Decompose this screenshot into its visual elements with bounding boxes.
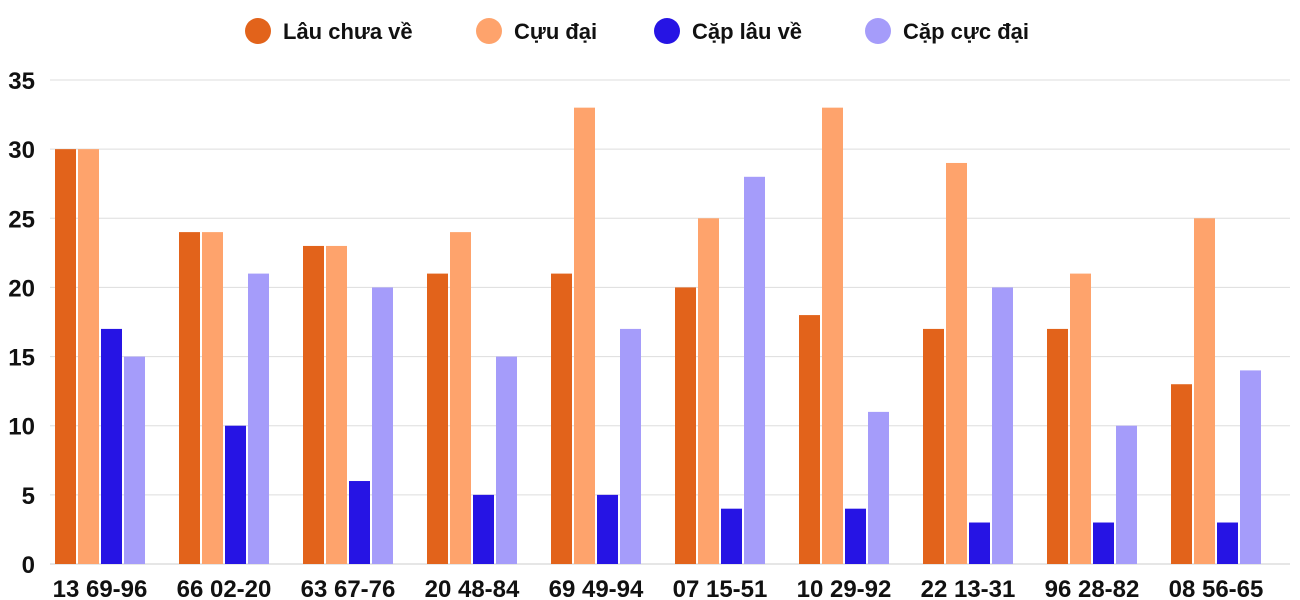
bar	[868, 411, 889, 564]
y-tick-label: 30	[8, 137, 35, 164]
y-tick-label: 0	[22, 552, 35, 579]
bar	[179, 232, 200, 564]
bar	[427, 273, 448, 564]
x-category-label: 20 48-84	[425, 576, 520, 600]
bar	[1047, 328, 1068, 564]
bar	[721, 508, 742, 564]
bar	[1194, 218, 1215, 565]
bar	[326, 245, 347, 564]
bar	[372, 287, 393, 564]
legend: Lâu chưa về Cựu đại Cặp lâu về Cặp cực đại	[245, 18, 1029, 44]
legend-entry: Cựu đại	[514, 19, 597, 44]
bar	[248, 273, 269, 564]
y-tick-label: 35	[8, 68, 35, 95]
bar	[744, 176, 765, 565]
bar	[55, 149, 76, 564]
bar	[992, 287, 1013, 564]
bar	[496, 356, 517, 564]
bar	[1070, 273, 1091, 564]
bar	[202, 232, 223, 564]
bar	[675, 287, 696, 564]
x-category-label: 08 56-65	[1169, 576, 1264, 600]
legend-entry: Cặp lâu về	[692, 19, 802, 44]
y-tick-label: 5	[22, 483, 35, 510]
legend-entry: Cặp cực đại	[903, 19, 1029, 44]
y-tick-label: 10	[8, 414, 35, 441]
bar	[349, 481, 370, 564]
legend-entry: Lâu chưa về	[283, 19, 413, 44]
legend-swatch	[865, 18, 891, 44]
bar	[303, 245, 324, 564]
bar	[78, 149, 99, 564]
legend-swatch	[476, 18, 502, 44]
x-category-label: 07 15-51	[673, 576, 768, 600]
bar	[1171, 384, 1192, 564]
y-tick-label: 15	[8, 345, 35, 372]
bars	[55, 107, 1261, 565]
bar	[1240, 370, 1261, 564]
bar	[597, 494, 618, 564]
x-category-label: 96 28-82	[1045, 576, 1140, 600]
bar	[473, 494, 494, 564]
legend-swatch	[245, 18, 271, 44]
x-category-label: 22 13-31	[921, 576, 1016, 600]
bar	[946, 162, 967, 564]
x-category-label: 10 29-92	[797, 576, 892, 600]
bar	[799, 315, 820, 564]
bar	[1116, 425, 1137, 564]
bar	[101, 328, 122, 564]
bar	[1217, 522, 1238, 564]
y-tick-label: 25	[8, 206, 35, 233]
legend-swatch	[654, 18, 680, 44]
bar	[698, 218, 719, 565]
y-axis-ticks: 0 5 10 15 20 25 30 35	[8, 68, 35, 579]
bar	[124, 356, 145, 564]
x-axis-categories: 13 69-96 66 02-20 63 67-76 20 48-84 69 49-94…	[53, 576, 1264, 600]
y-tick-label: 20	[8, 275, 35, 302]
bar	[574, 107, 595, 565]
x-category-label: 66 02-20	[177, 576, 272, 600]
bar	[551, 273, 572, 564]
bar	[845, 508, 866, 564]
x-category-label: 69 49-94	[549, 576, 644, 600]
bar	[822, 107, 843, 565]
bar	[969, 522, 990, 564]
x-category-label: 63 67-76	[301, 576, 396, 600]
bar	[450, 232, 471, 564]
bar	[1093, 522, 1114, 564]
bar	[225, 425, 246, 564]
bar	[923, 328, 944, 564]
x-category-label: 13 69-96	[53, 576, 148, 600]
bar	[620, 328, 641, 564]
